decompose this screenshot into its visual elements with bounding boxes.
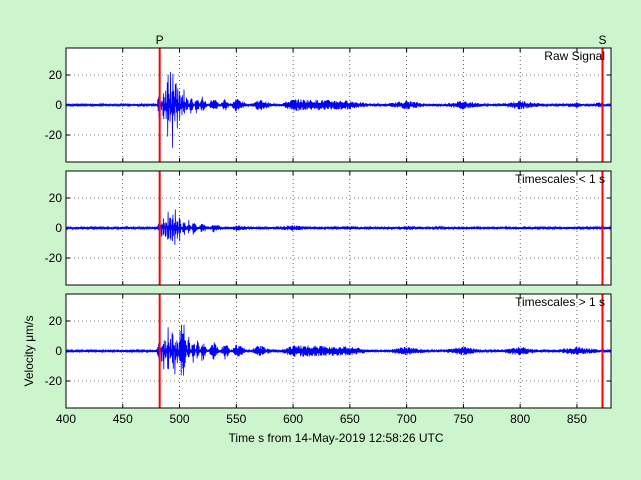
panel-3: 20 0 -20 Timescales > 1 s xyxy=(45,293,612,409)
phase-label-p: P xyxy=(156,33,164,47)
y-tick-label: 0 xyxy=(55,221,62,235)
x-tick-label: 600 xyxy=(283,412,303,426)
waveform-trace xyxy=(65,71,612,148)
x-tick-label: 450 xyxy=(113,412,133,426)
x-tick-label: 750 xyxy=(453,412,473,426)
y-tick-label: -20 xyxy=(45,374,63,388)
y-tick-label: -20 xyxy=(45,128,63,142)
x-tick-label: 800 xyxy=(510,412,530,426)
x-tick-label: 850 xyxy=(567,412,587,426)
y-tick-label: 0 xyxy=(55,98,62,112)
panel-label: Raw Signal xyxy=(544,49,605,63)
y-tick-label: 20 xyxy=(49,314,63,328)
panel-label: Timescales > 1 s xyxy=(515,295,605,309)
panel-frame xyxy=(65,293,612,409)
x-tick-label: 400 xyxy=(56,412,76,426)
panel-2: 20 0 -20 Timescales < 1 s xyxy=(45,170,612,286)
x-tick-label: 700 xyxy=(397,412,417,426)
y-tick-label: 0 xyxy=(55,344,62,358)
panel-1: 20 0 -20 Raw Signal xyxy=(45,47,612,163)
phase-label-s: S xyxy=(598,33,606,47)
x-tick-label: 550 xyxy=(226,412,246,426)
y-tick-label: 20 xyxy=(49,68,63,82)
x-tick-label: 500 xyxy=(170,412,190,426)
y-axis-label: Velocity μm/s xyxy=(22,316,36,387)
x-tick-label: 650 xyxy=(340,412,360,426)
x-axis-label: Time s from 14-May-2019 12:58:26 UTC xyxy=(229,431,444,445)
panel-frame xyxy=(65,170,612,286)
y-tick-label: -20 xyxy=(45,251,63,265)
y-tick-label: 20 xyxy=(49,191,63,205)
panel-label: Timescales < 1 s xyxy=(515,172,605,186)
waveform-trace xyxy=(65,209,612,245)
panel-frame xyxy=(65,47,612,163)
waveform-trace xyxy=(65,324,612,376)
